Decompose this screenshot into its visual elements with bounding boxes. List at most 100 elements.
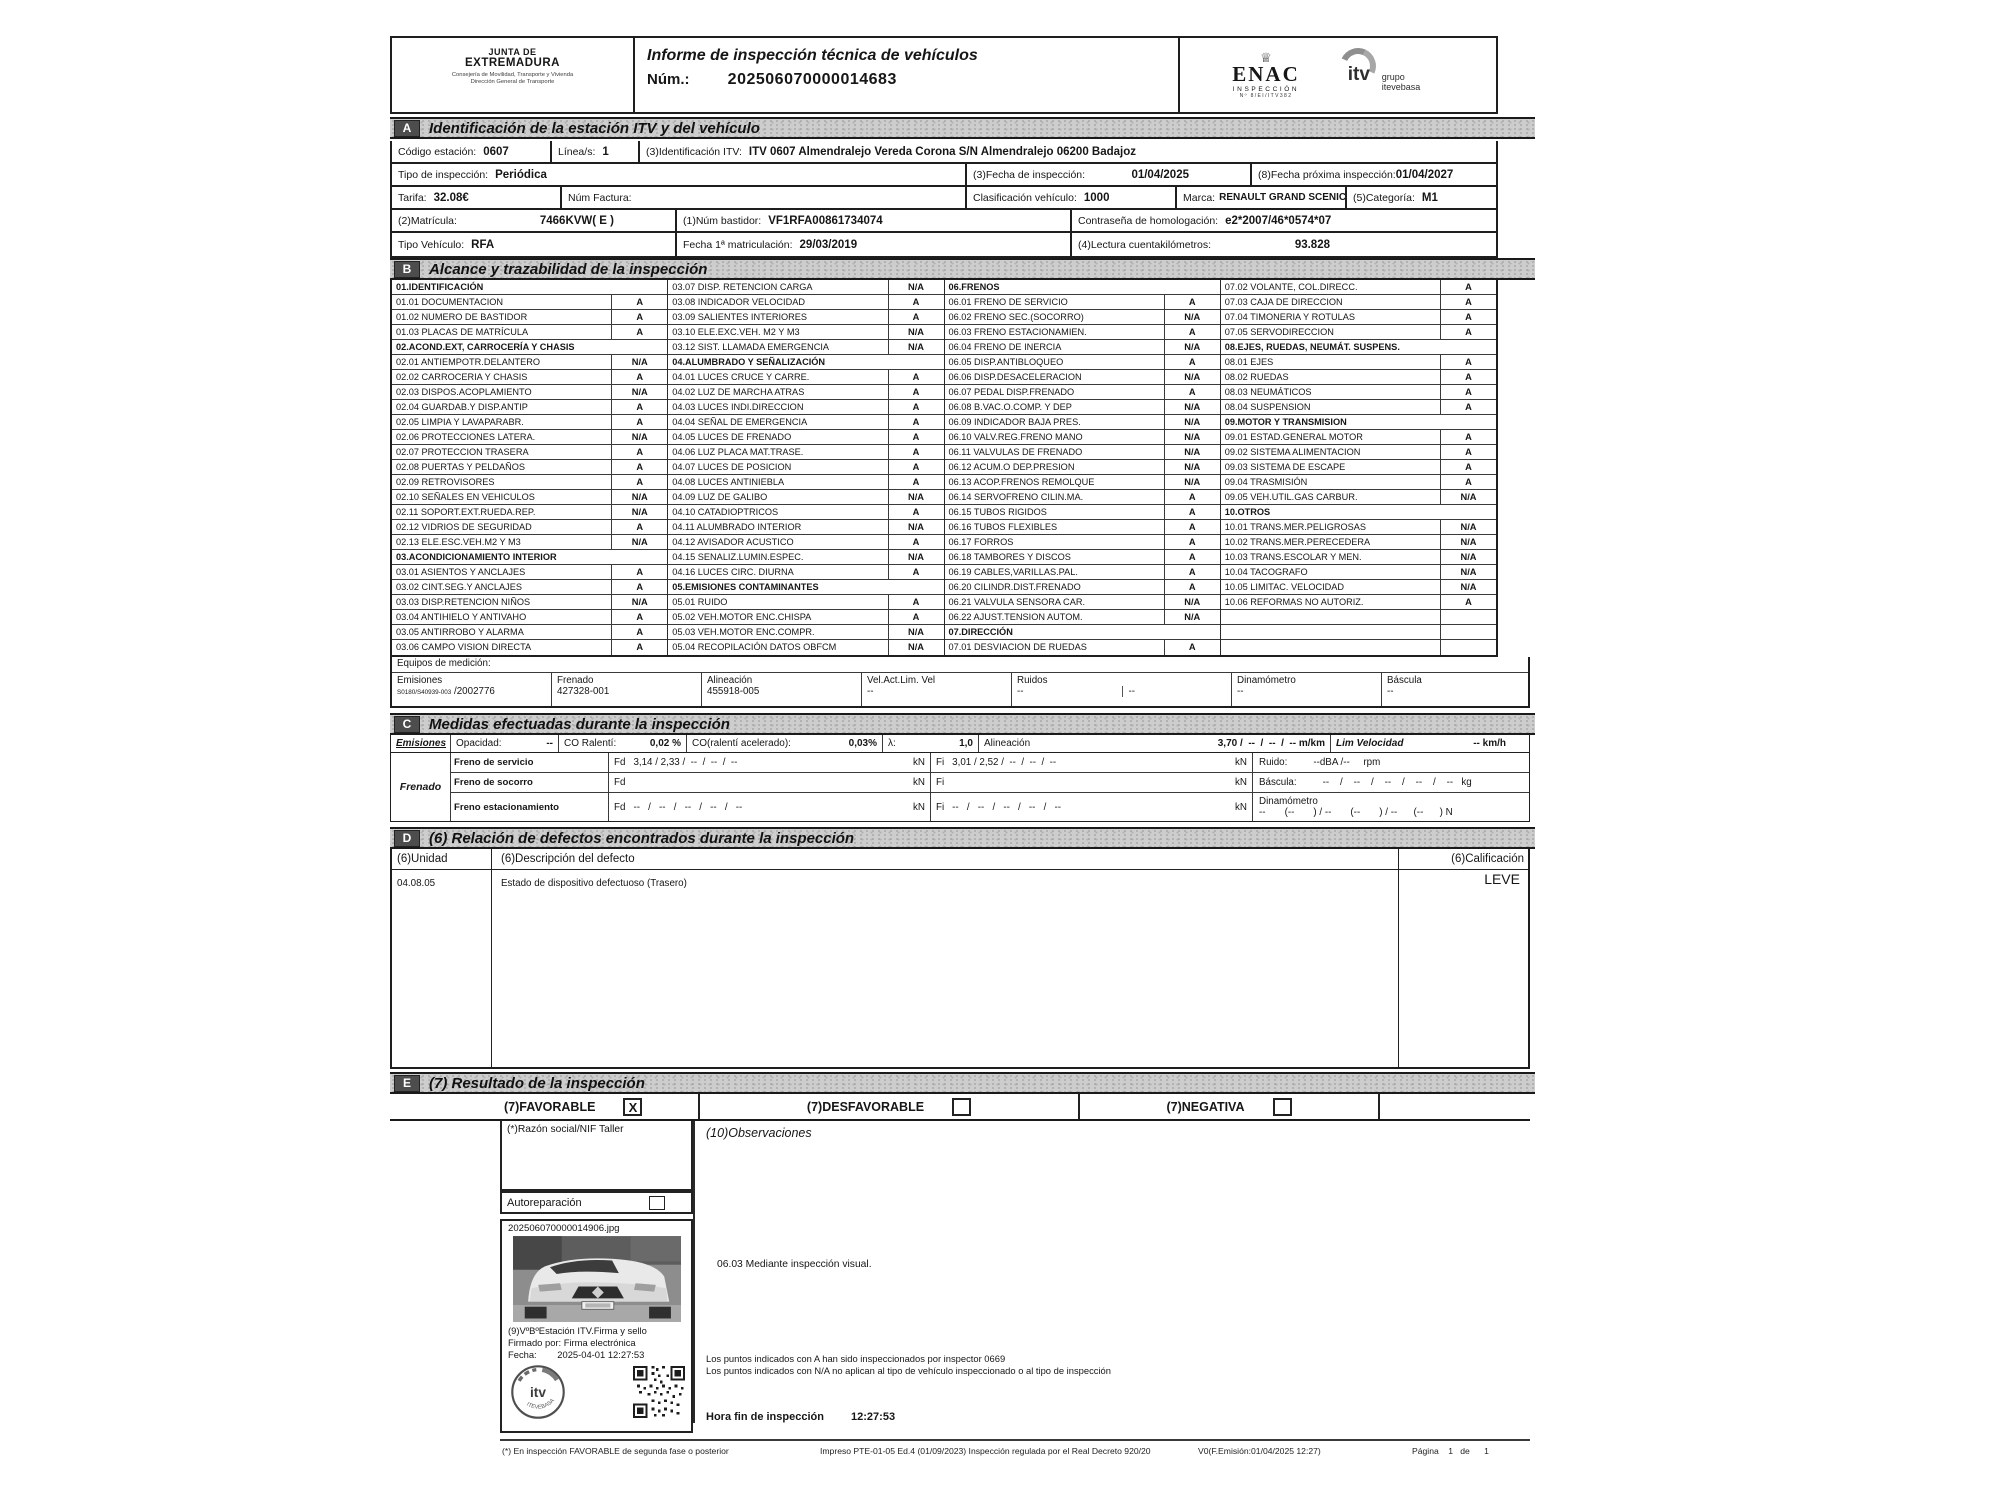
extra-value: --dBA /-- rpm: [1313, 757, 1381, 768]
checklist-item-result: N/A: [887, 625, 944, 639]
checklist-column-2: 03.07 DISP. RETENCION CARGA N/A 03.08 IN…: [668, 280, 945, 655]
checklist-item-label: 05.03 VEH.MOTOR ENC.COMPR.: [672, 627, 815, 637]
checklist-row: 01.IDENTIFICACIÓN: [392, 280, 668, 295]
equipment-serial: 427328-001: [557, 686, 610, 697]
result-negativa: (7)NEGATIVA: [1080, 1094, 1380, 1119]
checklist-row: 06.20 CILINDR.DIST.FRENADO A: [944, 580, 1220, 595]
itv-group-line1: grupo: [1381, 72, 1405, 82]
checklist-row: 03.05 ANTIRROBO Y ALARMA A: [392, 625, 668, 640]
footer-impreso: Impreso PTE-01-05 Ed.4 (01/09/2023) Insp…: [820, 1446, 1151, 1456]
enac-name: ENAC: [1232, 61, 1300, 86]
fd-prefix: Fd: [614, 801, 626, 813]
fi-prefix: Fi: [936, 801, 945, 813]
checklist-item-label: 08.01 EJES: [1224, 357, 1274, 367]
checklist-row: 04.05 LUCES DE FRENADO A: [668, 430, 944, 445]
checklist-item-result: A: [887, 400, 944, 414]
checklist-row: [1221, 640, 1496, 655]
checklist-item-label: 06.08 B.VAC.O.COMP. Y DEP: [948, 402, 1072, 412]
checklist-item-result: A: [611, 520, 667, 534]
checklist-item-label: 07.05 SERVODIRECCION: [1224, 327, 1334, 337]
checklist-row: 03.ACONDICIONAMIENTO INTERIOR: [392, 550, 668, 565]
checklist-item-result: A: [1163, 520, 1220, 534]
field-bastidor: (1)Núm bastidor: VF1RFA00861734074: [677, 210, 1072, 231]
checklist-item-result: A: [611, 325, 667, 339]
issuer-sub1: Consejería de Movilidad, Transporte y Vi…: [451, 72, 574, 78]
measure-value: -- km/h: [1473, 738, 1506, 749]
checklist-row: 07.01 DESVIACION DE RUEDAS A: [945, 640, 1220, 655]
section-b-bar: B Alcance y trazabilidad de la inspecció…: [390, 258, 1535, 280]
extra-label: Dinamómetro: [1259, 796, 1318, 807]
observacion-text: 06.03 Mediante inspección visual.: [717, 1259, 872, 1270]
checklist-row: 06.01 FRENO DE SERVICIO A: [944, 295, 1220, 310]
checklist-item-result: A: [1163, 490, 1220, 504]
result-favorable: (7)FAVORABLE X: [390, 1094, 700, 1119]
equipment-label: Dinamómetro: [1237, 675, 1296, 686]
checklist-row: 10.OTROS: [1220, 505, 1496, 520]
checklist-item-result: N/A: [1163, 610, 1220, 624]
checklist-item-label: 04.02 LUZ DE MARCHA ATRAS: [672, 387, 805, 397]
checklist-row: 06.21 VALVULA SENSORA CAR. N/A: [944, 595, 1220, 610]
extra-value: -- / -- / -- / -- / -- kg: [1322, 777, 1472, 788]
equipment-frenado: Frenado 427328-001: [552, 673, 702, 706]
checklist-item-label: 02.05 LIMPIA Y LAVAPARABR.: [396, 417, 524, 427]
header-logos: ♕ ENAC INSPECCIÓN Nº 8/EI/ITV382 itv gru…: [1180, 38, 1496, 112]
checklist-item-label: 03.08 INDICADOR VELOCIDAD: [672, 297, 805, 307]
checklist-item-label: 04.16 LUCES CIRC. DIURNA: [672, 567, 794, 577]
report-number-value: 202506070000014683: [727, 71, 897, 88]
field-tipo-vehiculo: Tipo Vehículo: RFA: [392, 233, 677, 256]
equipment-serial: --: [1017, 686, 1024, 697]
field-cuentakilometros: (4)Lectura cuentakilómetros: 93.828: [1072, 233, 1496, 256]
section-c-badge: C: [394, 715, 420, 733]
checklist-item-label: 03.02 CINT.SEG.Y ANCLAJES: [396, 582, 522, 592]
checklist-row: 09.03 SISTEMA DE ESCAPE A: [1220, 460, 1496, 475]
measure-value: 3,70 / -- / -- / -- m/km: [1217, 738, 1325, 749]
checklist-item-result: N/A: [887, 520, 944, 534]
equipment-serial-2: --: [1121, 686, 1227, 697]
svg-text:itv: itv: [530, 1386, 546, 1401]
checklist-item-result: N/A: [1440, 520, 1496, 534]
checklist-row: 02.10 SEÑALES EN VEHICULOS N/A: [392, 490, 668, 505]
checklist-item-result: N/A: [1440, 550, 1496, 564]
checklist-item-label: 07.01 DESVIACION DE RUEDAS: [948, 642, 1087, 652]
checklist-row: 08.03 NEUMÁTICOS A: [1220, 385, 1496, 400]
checklist-item-label: 05.02 VEH.MOTOR ENC.CHISPA: [672, 612, 812, 622]
field-label: Núm Factura:: [568, 191, 632, 204]
checklist-row: 02.12 VIDRIOS DE SEGURIDAD A: [392, 520, 668, 535]
checklist-item-label: 06.16 TUBOS FLEXIBLES: [948, 522, 1058, 532]
footer-note: (*) En inspección FAVORABLE de segunda f…: [502, 1446, 729, 1456]
checklist-row: 06.10 VALV.REG.FRENO MANO N/A: [944, 430, 1220, 445]
checklist-row: 03.03 DISP.RETENCION NIÑOS N/A: [392, 595, 668, 610]
checklist-item-result: A: [1440, 385, 1496, 399]
checklist-item-label: 09.03 SISTEMA DE ESCAPE: [1224, 462, 1346, 472]
brake-row-servicio: Freno de servicio Fd 3,14 / 2,33 / -- / -…: [451, 753, 1529, 773]
hora-fin-value: 12:27:53: [851, 1411, 896, 1423]
measure-value: --: [546, 738, 553, 749]
checklist-item-result: A: [1163, 505, 1220, 519]
fd-prefix: Fd: [614, 757, 626, 768]
checklist-item-result: A: [1163, 550, 1220, 564]
checklist-row: 06.12 ACUM.O DEP.PRESION N/A: [944, 460, 1220, 475]
footer-version: V0(F.Emisión:01/04/2025 12:27): [1198, 1446, 1321, 1456]
checklist-item-result: N/A: [1163, 415, 1220, 429]
checklist-row: 02.04 GUARDAB.Y DISP.ANTIP A: [392, 400, 668, 415]
checklist-row: 04.ALUMBRADO Y SEÑALIZACIÓN: [668, 355, 944, 370]
checklist-item-result: A: [611, 640, 667, 655]
autoreparacion-box: Autoreparación: [500, 1191, 693, 1214]
checklist-row: 07.04 TIMONERIA Y ROTULAS A: [1220, 310, 1496, 325]
field-value: 0607: [483, 145, 509, 158]
checklist-item-result: N/A: [1163, 445, 1220, 459]
checklist-item-result: A: [1440, 355, 1496, 369]
equipment-bascula: Báscula --: [1382, 673, 1528, 706]
checklist-item-label: 03.12 SIST. LLAMADA EMERGENCIA: [672, 342, 830, 352]
checklist-row: 03.08 INDICADOR VELOCIDAD A: [668, 295, 944, 310]
equipment-label: Vel.Act.Lim. Vel: [867, 675, 936, 686]
checklist-item-result: N/A: [1163, 460, 1220, 474]
checklist-row: 04.08 LUCES ANTINIEBLA A: [668, 475, 944, 490]
checklist-item-result: A: [887, 415, 944, 429]
checklist-item-label: 07.03 CAJA DE DIRECCION: [1224, 297, 1343, 307]
measure-co-ralenti: CO Ralentí: 0,02 %: [559, 735, 687, 752]
stamp-row: itv ITEVEBASA: [508, 1362, 685, 1422]
firma-fecha-label: Fecha:: [508, 1349, 537, 1361]
checklist-item-label: 04.11 ALUMBRADO INTERIOR: [672, 522, 802, 532]
field-label: Clasificación vehículo:: [973, 191, 1077, 204]
